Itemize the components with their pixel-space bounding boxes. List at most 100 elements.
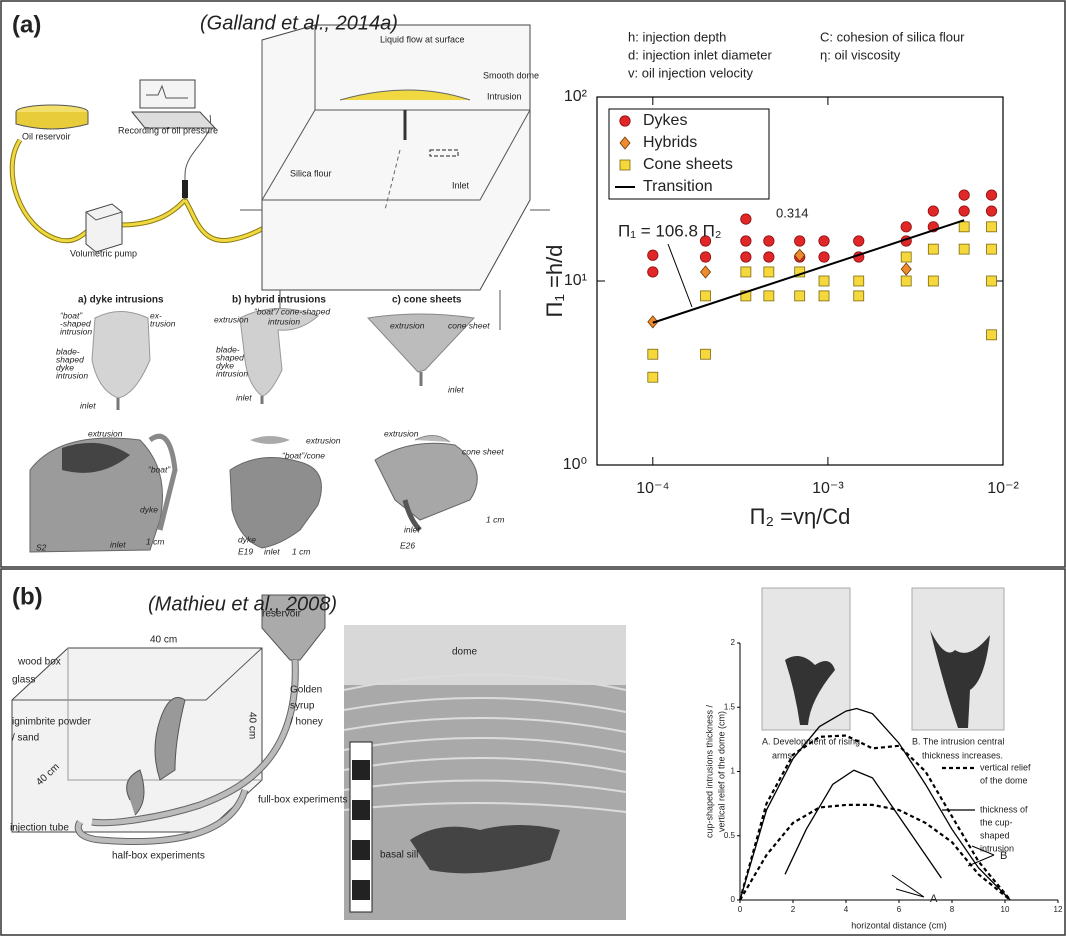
figure: (a)(Galland et al., 2014a)Liquid flow at… xyxy=(0,0,1066,936)
sketch-label: intrusion xyxy=(216,368,248,378)
photo-label: extrusion xyxy=(306,435,341,445)
setup-label: Oil reservoir xyxy=(22,131,71,141)
experiment-photo xyxy=(344,625,626,920)
data-point xyxy=(741,252,751,262)
photo-label: 1 cm xyxy=(486,514,504,524)
panel-label: (b) xyxy=(12,583,43,610)
symbol-definition: v: oil injection velocity xyxy=(628,65,753,80)
data-point xyxy=(901,276,911,286)
sketch-label: intrusion xyxy=(60,326,92,336)
setup-label: Liquid flow at surface xyxy=(380,34,465,44)
data-point xyxy=(928,244,938,254)
legend-label: shaped xyxy=(980,830,1010,840)
annotation-leader xyxy=(892,875,924,897)
intrusion-title: a) dyke intrusions xyxy=(78,295,164,306)
photo-label: inlet xyxy=(110,539,126,549)
sketch-label: inlet xyxy=(236,392,252,402)
data-point xyxy=(928,276,938,286)
data-point xyxy=(928,206,938,216)
data-point xyxy=(959,206,969,216)
annotation: B xyxy=(1000,850,1007,862)
symbol-definition: d: injection inlet diameter xyxy=(628,47,772,62)
symbol-definition: η: oil viscosity xyxy=(820,47,901,62)
x-tick-label: 10⁻⁴ xyxy=(636,480,669,497)
y-tick-label: 10⁰ xyxy=(563,456,587,473)
data-point xyxy=(700,252,710,262)
data-point xyxy=(764,236,774,246)
data-point xyxy=(959,222,969,232)
photo-label: basal sill xyxy=(380,850,418,861)
legend-label: Cone sheets xyxy=(643,156,733,173)
inset-caption: B. The intrusion central xyxy=(912,736,1004,746)
data-point xyxy=(854,291,864,301)
y-tick-label: 1 xyxy=(731,767,736,776)
photo-label: cone sheet xyxy=(462,446,504,456)
photo-label: dyke xyxy=(140,504,158,514)
box-label: glass xyxy=(12,675,35,686)
legend-label: Dykes xyxy=(643,112,687,129)
photo-label: 1 cm xyxy=(292,546,310,556)
data-point xyxy=(648,372,658,382)
data-point xyxy=(959,190,969,200)
box-label: Golden xyxy=(290,685,322,696)
data-point xyxy=(987,330,997,340)
box-label: 40 cm xyxy=(150,635,177,646)
box-label: full-box experiments xyxy=(258,795,347,806)
y-tick-label: 0 xyxy=(731,895,736,904)
x-tick-label: 10⁻² xyxy=(987,480,1019,497)
data-point xyxy=(648,349,658,359)
data-point xyxy=(764,267,774,277)
data-point xyxy=(741,236,751,246)
x-tick-label: 10 xyxy=(1001,905,1010,914)
sketch-label: extrusion xyxy=(390,320,425,330)
data-point xyxy=(648,250,658,260)
legend-label: of the dome xyxy=(980,775,1028,785)
box-label: / sand xyxy=(12,733,39,744)
inset-caption: arms. xyxy=(772,750,795,760)
box-label: ignimbrite powder xyxy=(12,717,92,728)
photo-label: 1 cm xyxy=(146,536,164,546)
setup-label: Volumetric pump xyxy=(70,248,137,258)
photo-label: S2 xyxy=(36,542,47,552)
data-point xyxy=(701,266,711,278)
data-point xyxy=(987,222,997,232)
data-point xyxy=(764,252,774,262)
sketch-label: inlet xyxy=(448,384,464,394)
citation: (Mathieu et al., 2008) xyxy=(148,593,337,615)
photo-label: extrusion xyxy=(88,428,123,438)
legend-label: thickness of xyxy=(980,804,1028,814)
legend-label: Transition xyxy=(643,178,713,195)
box-label: injection tube xyxy=(10,823,69,834)
data-point xyxy=(987,276,997,286)
data-point xyxy=(854,276,864,286)
sketch-label: trusion xyxy=(150,318,176,328)
x-tick-label: 2 xyxy=(791,905,796,914)
photo-label: “boat” xyxy=(148,464,171,474)
y-tick-label: 10¹ xyxy=(564,272,587,289)
annotation-leader xyxy=(668,244,692,307)
data-point xyxy=(987,244,997,254)
box-label: reservoir xyxy=(262,609,302,620)
y-tick-label: 1.5 xyxy=(724,702,736,711)
setup-label: Silica flour xyxy=(290,168,332,178)
photo-label: “boat”/cone xyxy=(282,450,325,460)
data-point xyxy=(986,206,996,216)
data-point xyxy=(901,222,911,232)
photo-label: dome xyxy=(452,647,477,658)
legend-label: Hybrids xyxy=(643,134,697,151)
sketch-label: “boat”/ cone-shaped xyxy=(254,306,330,316)
box-label: 40 cm xyxy=(246,712,257,739)
y-axis-label: vertical relief of the dome (cm) xyxy=(716,711,726,832)
setup-illustration xyxy=(12,25,550,330)
setup-label: Smooth dome xyxy=(483,70,539,80)
setup-label: Inlet xyxy=(452,180,470,190)
data-point xyxy=(901,252,911,262)
photo-label: E26 xyxy=(400,540,415,550)
annotation: A xyxy=(930,893,938,905)
x-tick-label: 4 xyxy=(844,905,849,914)
data-point xyxy=(819,276,829,286)
data-point xyxy=(901,263,911,275)
data-point xyxy=(701,291,711,301)
photo-label: inlet xyxy=(404,524,420,534)
data-point xyxy=(648,267,658,277)
